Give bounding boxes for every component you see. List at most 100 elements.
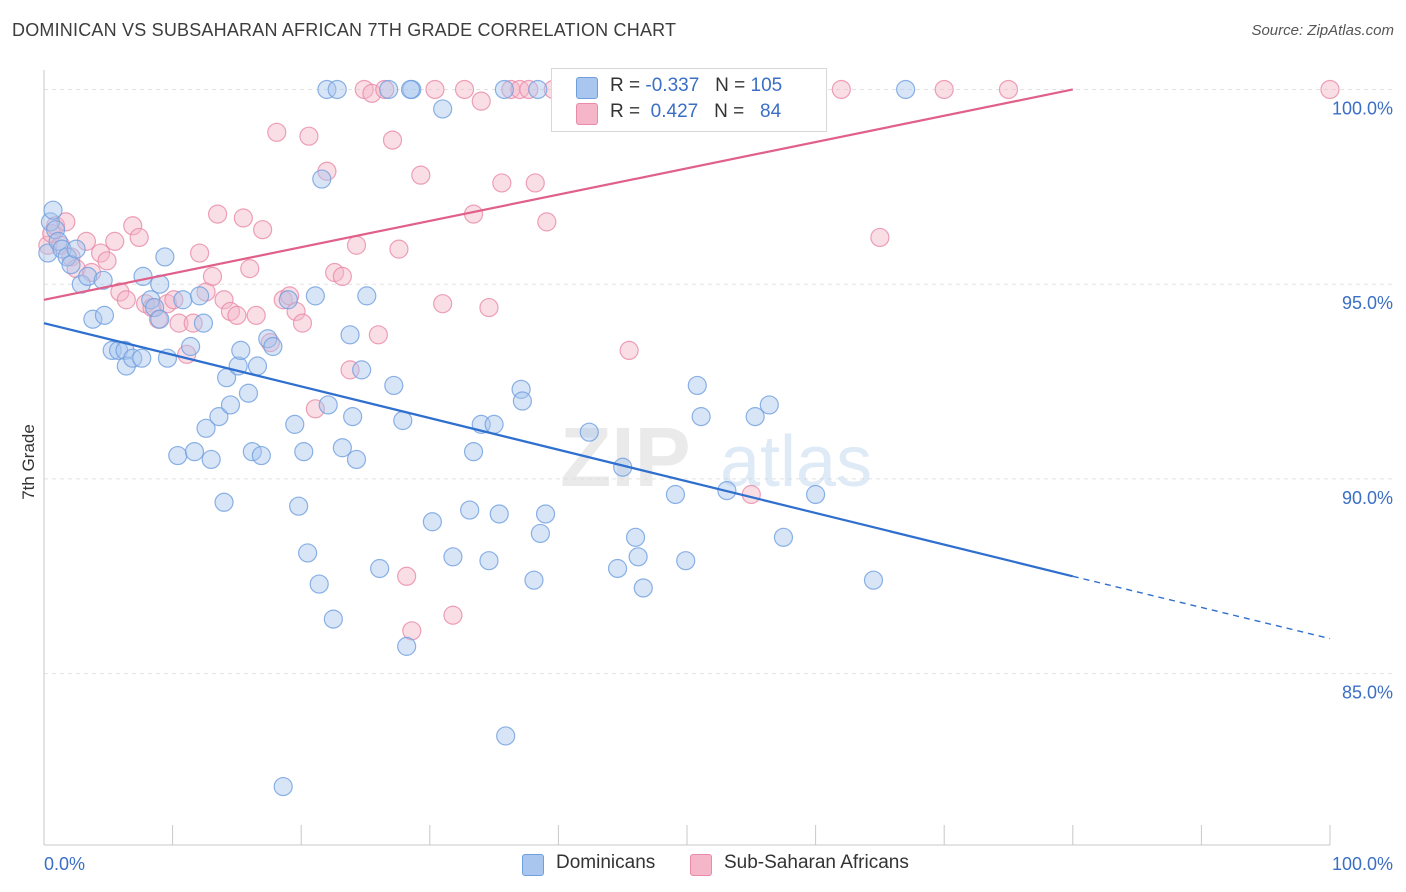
point-dominican <box>460 500 480 520</box>
point-subsaharan <box>208 204 228 224</box>
point-dominican <box>263 336 283 357</box>
point-dominican <box>343 407 363 427</box>
r-value: 0.427 <box>650 101 699 122</box>
point-subsaharan <box>382 130 403 150</box>
point-dominican <box>289 496 309 516</box>
point-dominican <box>422 512 442 532</box>
point-dominican <box>285 414 305 434</box>
point-dominican <box>625 527 646 547</box>
point-subsaharan <box>253 220 273 240</box>
point-dominican <box>327 79 347 100</box>
point-subsaharan <box>479 297 499 318</box>
chart-source: Source: ZipAtlas.com <box>1251 22 1394 39</box>
point-dominican <box>173 290 193 310</box>
legend-swatch-pink <box>576 103 598 125</box>
x-tick-label-end: 100.0% <box>1332 854 1393 874</box>
chart-title: DOMINICAN VS SUBSAHARAN AFRICAN 7TH GRAD… <box>12 20 677 40</box>
point-subsaharan <box>56 212 76 232</box>
point-dominican <box>317 79 337 100</box>
point-subsaharan <box>433 294 453 314</box>
point-dominican <box>133 266 153 287</box>
point-subsaharan <box>998 79 1019 100</box>
point-dominican <box>193 313 214 333</box>
point-subsaharan <box>305 399 325 419</box>
point-dominican <box>332 438 352 458</box>
point-subsaharan <box>471 91 491 111</box>
legend-text-dominicans: R = -0.337 N = 105 <box>610 75 782 97</box>
trend-line-dominicans <box>43 322 1074 578</box>
point-dominican <box>132 348 152 368</box>
point-subsaharan <box>97 251 117 271</box>
point-subsaharan <box>934 79 954 100</box>
point-subsaharan <box>240 259 260 279</box>
legend-swatch-dominicans <box>522 854 544 876</box>
y-axis-title: 7th Grade <box>19 424 38 500</box>
point-dominican <box>633 578 653 598</box>
point-dominican <box>863 570 884 590</box>
point-dominican <box>247 356 268 376</box>
point-subsaharan <box>267 122 287 142</box>
n-value: 105 <box>750 75 783 96</box>
point-subsaharan <box>286 301 306 322</box>
point-dominican <box>443 547 463 567</box>
point-dominican <box>93 270 113 290</box>
trend-lines <box>43 88 1331 640</box>
point-dominican <box>144 297 165 318</box>
point-subsaharan <box>537 212 557 232</box>
point-subsaharan <box>411 165 431 185</box>
point-dominican <box>184 442 205 462</box>
point-subsaharan <box>525 173 545 193</box>
n-label: N = <box>714 101 745 122</box>
axes <box>43 70 1331 846</box>
point-subsaharan <box>402 621 422 641</box>
point-subsaharan <box>1320 79 1340 100</box>
point-dominican <box>61 255 81 275</box>
point-subsaharan <box>116 290 136 310</box>
r-label: R = <box>610 75 641 96</box>
point-subsaharan <box>129 227 149 248</box>
point-dominican <box>393 410 413 431</box>
point-dominican <box>231 340 251 361</box>
correlation-legend: R = -0.337 N = 105 R = 0.427 N = 84 <box>551 68 827 132</box>
point-dominican <box>278 290 298 310</box>
point-dominican <box>238 383 259 403</box>
n-label: N = <box>715 75 746 96</box>
point-subsaharan <box>105 231 125 251</box>
point-subsaharan <box>292 313 313 333</box>
point-dominican <box>759 395 779 415</box>
point-subsaharan <box>110 282 130 302</box>
point-dominican <box>94 305 115 325</box>
legend-label-subsaharan: Sub-Saharan Africans <box>724 852 909 873</box>
point-dominican <box>496 726 516 746</box>
point-dominican <box>400 79 421 100</box>
point-dominican <box>489 504 509 524</box>
point-dominican <box>168 445 188 466</box>
point-dominican <box>83 309 103 329</box>
point-dominican <box>214 492 234 512</box>
point-subsaharan <box>831 79 851 100</box>
watermark-atlas: atlas <box>720 422 872 502</box>
point-subsaharan <box>90 243 111 263</box>
legend-swatch-subsaharan <box>690 854 712 876</box>
point-dominican <box>43 200 63 220</box>
point-dominican <box>201 449 221 470</box>
point-dominican <box>463 442 484 462</box>
point-dominican <box>397 636 417 656</box>
point-dominican <box>190 286 210 306</box>
point-dominican <box>318 395 338 415</box>
point-dominican <box>379 79 399 100</box>
y-tick-label: 95.0% <box>1342 293 1393 313</box>
point-dominican <box>665 484 686 505</box>
point-dominican <box>251 445 271 466</box>
point-dominican <box>66 239 86 259</box>
trend-line-dominicans-extension <box>1072 575 1331 640</box>
point-dominican <box>528 79 548 100</box>
point-dominican <box>479 551 499 571</box>
point-dominican <box>323 609 343 629</box>
r-value: -0.337 <box>645 75 700 96</box>
trend-line-subsaharan <box>43 88 1074 301</box>
point-dominican <box>150 309 170 329</box>
x-tick-label-start: 0.0% <box>44 854 85 874</box>
point-subsaharan <box>346 235 367 255</box>
